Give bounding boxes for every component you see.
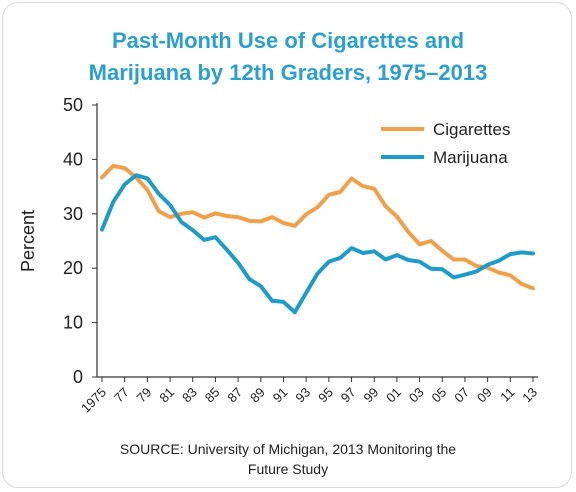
- y-tick-label: 0: [73, 367, 83, 387]
- x-tick-label: 87: [224, 385, 245, 406]
- series-line-marijuana: [100, 173, 535, 315]
- chart-title-line-1: Past-Month Use of Cigarettes and: [111, 28, 465, 53]
- x-tick-label: 09: [474, 385, 495, 406]
- x-tick-label: 13: [519, 385, 540, 406]
- chart-legend: Cigarettes Marijuana: [381, 120, 510, 167]
- source-line-2: Future Study: [247, 461, 329, 477]
- x-tick-label: 77: [111, 385, 132, 406]
- x-tick-label: 05: [429, 385, 450, 406]
- x-tick-label: 81: [156, 385, 177, 406]
- y-tick-label: 10: [63, 313, 83, 333]
- x-tick-label: 1975: [78, 385, 109, 416]
- chart-title-line-2: Marijuana by 12th Graders, 1975–2013: [88, 60, 488, 85]
- legend-label-cigarettes: Cigarettes: [433, 120, 510, 139]
- x-tick-label: 97: [338, 385, 359, 406]
- x-tick-label: 91: [270, 385, 291, 406]
- x-tick-label: 85: [202, 385, 223, 406]
- y-tick-label: 30: [63, 204, 83, 224]
- x-tick-label: 01: [383, 385, 404, 406]
- series-line-cigarettes: [100, 163, 535, 291]
- x-tick-label: 11: [497, 385, 517, 405]
- x-tick-label: 79: [134, 385, 155, 406]
- legend-label-marijuana: Marijuana: [433, 148, 508, 167]
- x-tick-label: 03: [406, 385, 427, 406]
- x-tick-label: 95: [315, 385, 336, 406]
- x-tick-label: 83: [179, 385, 200, 406]
- y-tick-label: 40: [63, 149, 83, 169]
- x-tick-label: 99: [360, 385, 381, 406]
- chart-series: [100, 163, 535, 315]
- x-tick-label: 89: [247, 385, 268, 406]
- y-tick-label: 50: [63, 95, 83, 115]
- x-tick-label: 07: [451, 385, 472, 406]
- y-tick-label: 20: [63, 258, 83, 278]
- source-line-1: SOURCE: University of Michigan, 2013 Mon…: [119, 441, 457, 457]
- x-tick-label: 93: [292, 385, 313, 406]
- y-axis-label: Percent: [18, 210, 38, 272]
